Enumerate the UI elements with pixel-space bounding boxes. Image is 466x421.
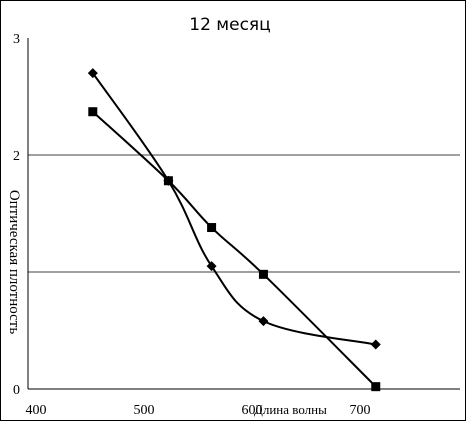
x-tick-label: 600 [242,403,263,418]
series-group [87,68,381,392]
x-tick-label: 700 [350,403,371,418]
y-tick-labels: 0 2 3 [13,32,20,398]
x-tick-label: 500 [134,403,155,418]
data-point-square [88,107,98,117]
x-axis-label: Длина волны [254,402,327,417]
x-tick-labels: 400 500 600 700 [26,403,371,418]
y-tick-label: 2 [13,149,20,164]
axes [27,38,460,390]
y-tick-label: 0 [13,383,20,398]
data-point-square [371,382,381,392]
data-point-diamond [206,261,217,272]
data-point-square [258,269,268,279]
data-point-square [163,176,173,186]
data-point-diamond [87,68,98,79]
y-axis-label: Оптическая плотность [6,190,22,335]
x-tick-label: 400 [26,403,47,418]
chart-title: 12 месяц [189,15,270,35]
y-tick-label: 3 [13,32,20,47]
data-point-diamond [258,316,269,327]
grid-lines [28,154,460,273]
data-point-diamond [370,339,381,350]
data-point-square [207,223,217,233]
